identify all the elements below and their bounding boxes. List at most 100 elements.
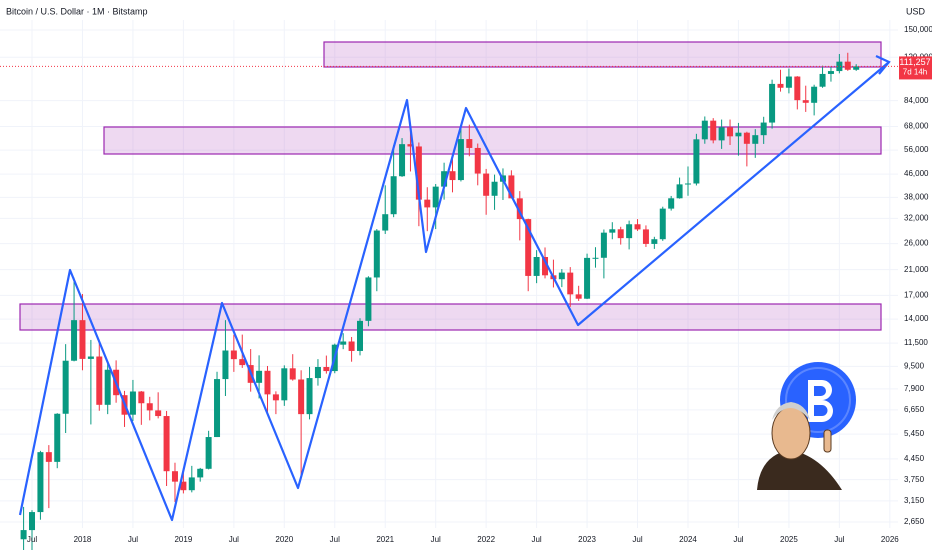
figure-finger: [823, 429, 832, 453]
candle-body: [314, 367, 321, 379]
x-tick-label: 2024: [679, 535, 697, 544]
candle-body: [87, 356, 94, 359]
candle-body: [205, 437, 212, 469]
x-tick-label: Jul: [330, 535, 340, 544]
candle-body: [298, 379, 305, 415]
y-tick-label: 26,000: [904, 239, 929, 248]
candle-body: [710, 120, 717, 141]
candle-body: [29, 512, 36, 531]
trend-drawing: [18, 55, 891, 522]
candle-body: [79, 320, 86, 359]
x-tick-label: Jul: [733, 535, 743, 544]
candle-body: [281, 368, 288, 401]
x-tick-label: Jul: [128, 535, 138, 544]
candle-body: [802, 100, 809, 103]
candle-body: [197, 468, 204, 478]
candle-body: [508, 175, 515, 199]
y-tick-label: 11,500: [904, 338, 928, 347]
candle-body: [104, 369, 111, 405]
x-tick-label: 2022: [477, 535, 495, 544]
candle-body: [171, 471, 178, 482]
candle-body: [382, 214, 389, 231]
zone: [323, 41, 882, 68]
last-price-box: [899, 56, 932, 80]
y-tick-label: 56,000: [904, 145, 929, 154]
candle-body: [558, 272, 565, 280]
candle-body: [676, 184, 683, 199]
grid: [0, 20, 898, 528]
candle-body: [634, 224, 641, 230]
zigzag-line: [18, 61, 890, 522]
figure-face: [771, 406, 811, 460]
candle-body: [516, 198, 523, 220]
candle-body: [752, 135, 759, 144]
candle-body: [718, 127, 725, 141]
candle-body: [432, 186, 439, 208]
candle-body: [272, 394, 279, 401]
coin-symbol: [808, 380, 833, 422]
y-tick-label: 9,500: [904, 361, 925, 370]
candle-body: [743, 132, 750, 144]
candle-body: [449, 171, 456, 181]
candle-body: [96, 356, 103, 405]
x-tick-label: Jul: [229, 535, 239, 544]
candle-body: [323, 367, 330, 372]
candle-body: [701, 120, 708, 140]
candle-body: [214, 379, 221, 438]
candle-body: [146, 403, 153, 411]
x-tick-label: Jul: [632, 535, 642, 544]
figure-hair: [772, 402, 810, 420]
candle-body: [483, 173, 490, 196]
zones: [19, 41, 882, 331]
candle-body: [693, 139, 700, 184]
y-tick-label: 2,650: [904, 517, 925, 526]
candle-body: [399, 144, 406, 177]
candle-body: [239, 359, 246, 366]
candle-body: [836, 61, 843, 72]
coin-ring: [785, 367, 851, 433]
figure-body: [757, 450, 842, 490]
candle-body: [567, 272, 574, 295]
coin-illustration: [757, 362, 856, 490]
y-tick-label: 21,000: [904, 265, 929, 274]
candle-body: [769, 83, 776, 123]
candle-body: [457, 139, 464, 181]
y-tick-label: 32,000: [904, 213, 929, 222]
last-price-label: 111,257: [899, 57, 930, 67]
candle-body: [340, 341, 347, 345]
x-tick-label: 2020: [275, 535, 293, 544]
candle-body: [37, 452, 44, 513]
candle-body: [129, 391, 136, 415]
candle-body: [407, 144, 414, 147]
candle-body: [466, 139, 473, 148]
x-tick-label: Jul: [431, 535, 441, 544]
candle-body: [306, 378, 313, 415]
y-tick-label: 6,650: [904, 405, 925, 414]
x-tick-label: Jul: [834, 535, 844, 544]
x-tick-label: 2025: [780, 535, 798, 544]
chart-title: Bitcoin / U.S. Dollar · 1M · Bitstamp: [6, 6, 148, 16]
x-tick-label: 2019: [174, 535, 192, 544]
candle-body: [760, 122, 767, 136]
candle-body: [155, 410, 162, 417]
candle-body: [626, 224, 633, 239]
candle-body: [600, 232, 607, 258]
candle-body: [71, 320, 78, 361]
candle-body: [45, 452, 52, 462]
x-tick-label: 2026: [881, 535, 899, 544]
currency-label: USD: [906, 6, 926, 16]
y-tick-label: 4,450: [904, 454, 925, 463]
candle-body: [668, 198, 675, 209]
y-tick-label: 38,000: [904, 192, 929, 201]
candle-body: [777, 83, 784, 88]
candle-body: [617, 229, 624, 239]
candle-body: [491, 181, 498, 196]
candle-body: [853, 66, 860, 70]
candle-body: [735, 132, 742, 137]
y-tick-label: 3,750: [904, 475, 925, 484]
y-tick-label: 14,000: [904, 314, 929, 323]
y-tick-label: 84,000: [904, 96, 929, 105]
x-tick-label: 2021: [376, 535, 394, 544]
y-tick-label: 68,000: [904, 122, 929, 131]
